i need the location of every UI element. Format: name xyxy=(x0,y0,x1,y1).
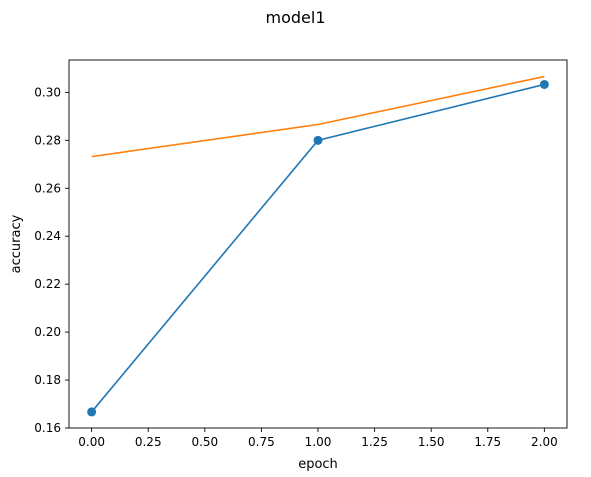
y-tick-label: 0.28 xyxy=(34,133,61,147)
y-tick-label: 0.30 xyxy=(34,85,61,99)
x-tick-label: 0.25 xyxy=(135,435,162,449)
y-axis: 0.16 0.18 0.20 0.22 0.24 0.26 0.28 0.30 xyxy=(34,85,69,435)
x-tick-label: 2.00 xyxy=(531,435,558,449)
series-line-1 xyxy=(91,83,545,413)
plot-area xyxy=(68,59,568,429)
y-axis-label: accuracy xyxy=(9,214,24,273)
y-tick-label: 0.22 xyxy=(34,277,61,291)
y-tick-label: 0.24 xyxy=(34,229,61,243)
x-tick-label: 1.50 xyxy=(418,435,445,449)
x-tick-label: 0.75 xyxy=(248,435,275,449)
x-tick-label: 1.00 xyxy=(305,435,332,449)
y-tick-label: 0.18 xyxy=(34,373,61,387)
x-axis: 0.00 0.25 0.50 0.75 1.00 1.25 1.50 1.75 2.00 xyxy=(78,428,558,449)
x-tick-label: 1.75 xyxy=(474,435,501,449)
x-axis-label: epoch xyxy=(298,457,338,472)
series-1-point xyxy=(313,135,323,145)
series-1-point xyxy=(539,79,549,89)
y-tick-label: 0.26 xyxy=(34,181,61,195)
plot-frame xyxy=(68,59,568,429)
series-1-point xyxy=(87,407,97,417)
x-tick-label: 0.50 xyxy=(191,435,218,449)
y-tick-label: 0.20 xyxy=(34,325,61,339)
series-line-2 xyxy=(91,75,545,158)
x-tick-label: 0.00 xyxy=(78,435,105,449)
y-tick-label: 0.16 xyxy=(34,421,61,435)
x-tick-label: 1.25 xyxy=(361,435,388,449)
chart-title: model1 xyxy=(265,8,326,27)
